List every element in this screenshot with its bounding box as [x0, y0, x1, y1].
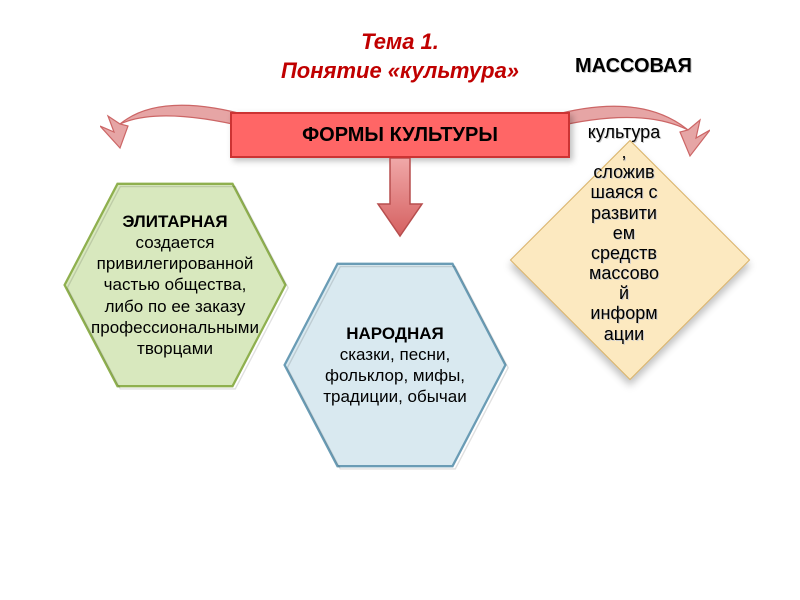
- folk-text: НАРОДНАЯ сказки, песни, фольклор, мифы, …: [280, 250, 510, 480]
- elite-title: ЭЛИТАРНАЯ: [122, 212, 227, 231]
- folk-hexagon: НАРОДНАЯ сказки, песни, фольклор, мифы, …: [280, 250, 510, 480]
- mass-body: культура, сложившаяся с развитием средст…: [587, 122, 661, 344]
- folk-body: сказки, песни, фольклор, мифы, традиции,…: [323, 345, 467, 407]
- elite-body: создается привилегированной частью общес…: [91, 233, 259, 358]
- mass-title: МАССОВАЯ: [575, 55, 665, 77]
- title-line1: Тема 1.: [361, 29, 439, 54]
- arrow-down-icon: [376, 158, 424, 238]
- elite-text: ЭЛИТАРНАЯ создается привилегированной ча…: [60, 170, 290, 400]
- folk-title: НАРОДНАЯ: [346, 324, 444, 343]
- title-line2: Понятие «культура»: [281, 58, 519, 83]
- forms-label: ФОРМЫ КУЛЬТУРЫ: [302, 124, 498, 147]
- elite-hexagon: ЭЛИТАРНАЯ создается привилегированной ча…: [60, 170, 290, 400]
